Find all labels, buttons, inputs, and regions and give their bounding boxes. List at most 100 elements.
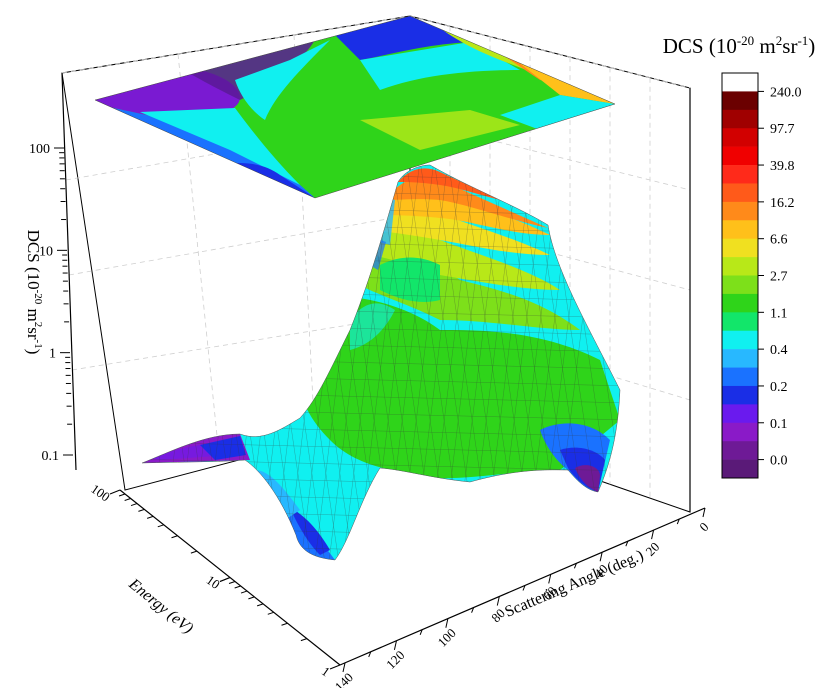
energy-tick-7 [240, 590, 248, 594]
mesh-line-c-17 [142, 458, 620, 472]
angle-axis-title: Scattering Angle (deg.) [502, 547, 646, 621]
z-axis-title: DCS (10-20 m2sr-1) [24, 230, 44, 355]
energy-tick-label-10: 10 [204, 572, 223, 592]
z-axis-line [61, 72, 77, 471]
energy-tick-2 [300, 638, 308, 642]
energy-tick-8 [234, 585, 241, 589]
energy-tick-20 [190, 550, 198, 554]
energy-tick-10 [219, 577, 231, 582]
colorbar-label-6: 1.1 [770, 306, 788, 321]
colorbar-label-4: 6.6 [770, 233, 788, 248]
colorbar-label-5: 2.7 [770, 270, 788, 285]
angle-tick-140 [342, 662, 346, 673]
energy-tick-80 [124, 498, 131, 501]
angle-tick-label-100: 100 [434, 625, 458, 649]
colorbar-swatch-1 [722, 91, 758, 111]
colorbar-label-9: 0.1 [770, 417, 788, 432]
angle-tick-100 [445, 618, 449, 628]
z-tick-label-1: 1 [49, 347, 56, 362]
colorbar-swatch-12 [722, 293, 758, 313]
angle-tick-label-20: 20 [642, 539, 662, 559]
energy-tick-label-1: 1 [319, 663, 333, 679]
colorbar-swatch-15 [722, 349, 758, 368]
z-axis-ticks: 0.1 1 10 100 [29, 142, 73, 464]
colorbar-swatch-17 [722, 385, 758, 405]
z-tick-label-0.1: 0.1 [42, 449, 60, 464]
angle-tick-70 [522, 585, 526, 591]
colorbar-swatch-11 [722, 275, 758, 295]
colorbar-swatch-4 [722, 146, 758, 166]
colorbar-swatches [722, 73, 758, 479]
colorbar-label-3: 16.2 [770, 196, 795, 211]
grid-line-right-0 [409, 15, 691, 89]
surface-outline [141, 164, 621, 561]
mesh-line-c-20 [142, 509, 620, 523]
colorbar-label-8: 0.2 [770, 380, 788, 395]
colorbar-swatch-8 [722, 220, 758, 239]
energy-tick-9 [228, 581, 236, 584]
colorbar-label-10: 0.0 [770, 454, 788, 469]
angle-tick-90 [471, 607, 475, 613]
colorbar-swatch-18 [722, 404, 758, 424]
angle-tick-20 [651, 530, 655, 540]
energy-tick-1 [329, 664, 341, 670]
colorbar-swatch-20 [722, 441, 758, 460]
angle-tick-50 [573, 563, 577, 569]
energy-tick-30 [171, 535, 178, 539]
colorbar-swatch-0 [722, 73, 758, 92]
angle-tick-10 [676, 518, 680, 525]
colorbar-swatch-10 [722, 257, 758, 276]
grid-line-left-0 [61, 15, 411, 74]
energy-tick-40 [157, 524, 164, 528]
colorbar-swatch-13 [722, 312, 758, 332]
angle-tick-label-120: 120 [383, 647, 407, 671]
colorbar-swatch-3 [722, 128, 758, 147]
energy-tick-3 [281, 622, 288, 626]
angle-axis-line [339, 507, 706, 666]
mesh-line-c-21 [142, 526, 620, 540]
colorbar-swatch-5 [722, 165, 758, 184]
colorbar-swatch-2 [722, 109, 758, 129]
mesh-line-c-16 [142, 441, 620, 455]
energy-tick-50 [146, 515, 154, 519]
colorbar-swatch-19 [722, 422, 758, 442]
energy-tick-60 [138, 508, 145, 512]
grid-line-left-2 [68, 214, 411, 276]
colorbar-label-2: 39.8 [770, 159, 795, 174]
energy-tick-90 [118, 493, 126, 497]
energy-tick-4 [267, 611, 274, 615]
colorbar-swatch-16 [722, 367, 758, 387]
angle-tick-0 [702, 507, 706, 518]
angle-tick-60 [548, 574, 552, 584]
grid-vert-left-1 [177, 53, 221, 466]
colorbar-swatch-6 [722, 183, 758, 203]
colorbar-label-0: 240.0 [770, 85, 802, 100]
angle-tick-130 [368, 651, 372, 658]
mesh-line-c-23 [130, 561, 630, 573]
z-tick-label-10: 10 [39, 244, 53, 259]
angle-tick-label-140: 140 [332, 670, 356, 688]
colorbar-label-1: 97.7 [770, 122, 795, 137]
colorbar-swatch-21 [722, 459, 758, 479]
colorbar: DCS (10-20 m2sr-1) 240.097.739.816.26.62… [663, 33, 815, 479]
energy-tick-6 [248, 596, 255, 600]
angle-tick-120 [393, 640, 397, 650]
colorbar-label-7: 0.4 [770, 343, 788, 358]
energy-axis-title: Energy (eV) [125, 575, 196, 637]
mesh-line-c-22 [142, 543, 620, 557]
angle-tick-40 [599, 552, 603, 562]
colorbar-swatch-14 [722, 330, 758, 350]
grid-line-left-3 [71, 314, 411, 371]
angle-tick-110 [419, 629, 423, 635]
energy-tick-5 [256, 603, 264, 607]
energy-tick-label-100: 100 [88, 481, 113, 504]
z-tick-label-100: 100 [29, 142, 50, 157]
top-plane-outline [94, 15, 616, 199]
energy-tick-70 [130, 503, 138, 507]
colorbar-labels: 240.0 97.7 39.8 16.2 6.6 2.7 1.1 0.4 0.2 0.1 0.0 [758, 85, 802, 469]
colorbar-swatch-7 [722, 201, 758, 221]
angle-tick-30 [625, 541, 629, 547]
mesh-line-c-19 [142, 492, 620, 506]
mesh-line-c-18 [142, 475, 620, 489]
